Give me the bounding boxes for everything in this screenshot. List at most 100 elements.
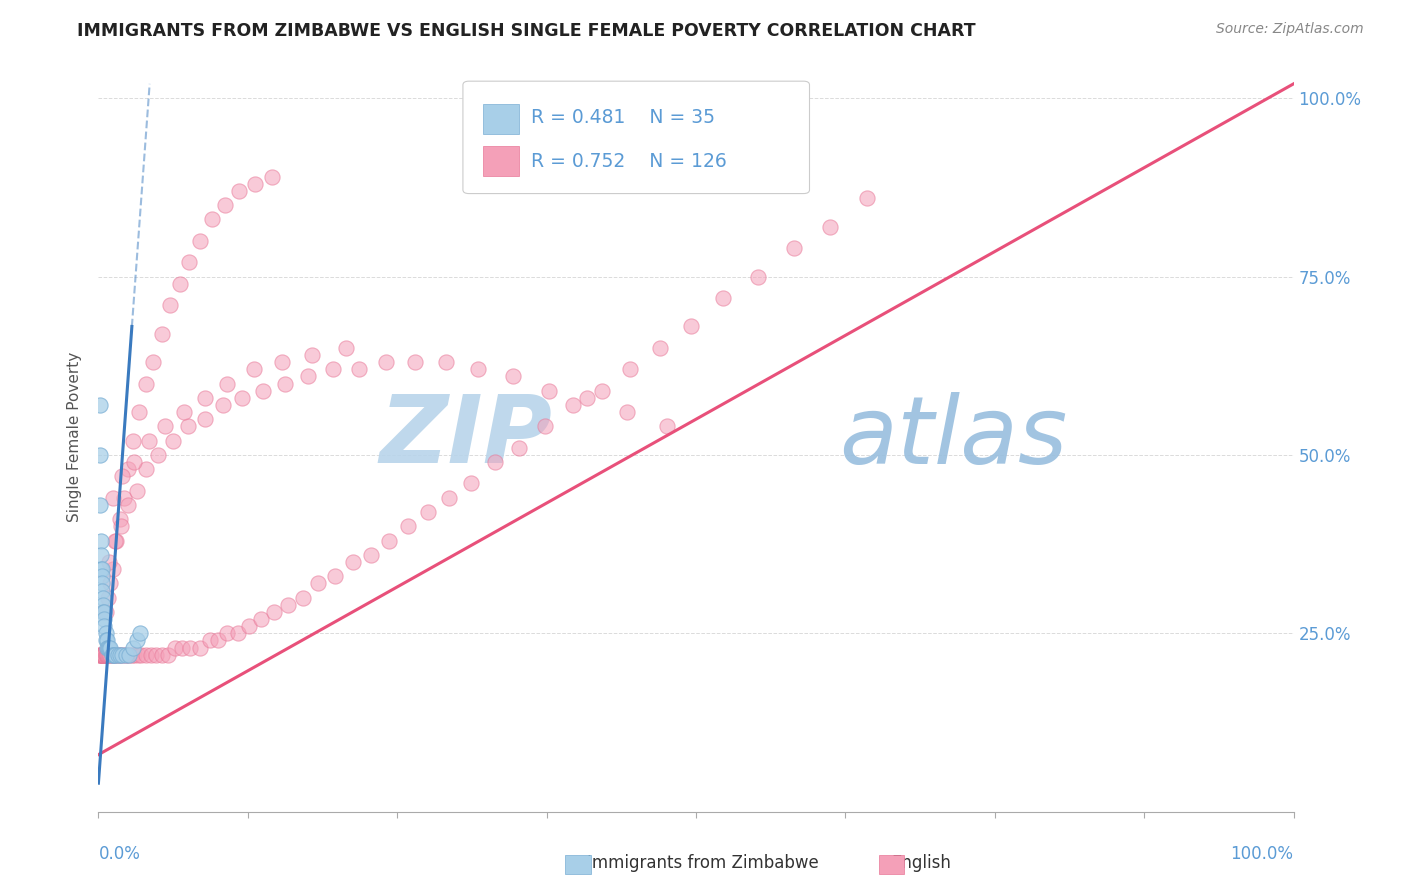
Point <box>418 505 440 519</box>
Point <box>121 648 143 662</box>
Point <box>142 355 165 369</box>
Point <box>194 391 217 405</box>
Point <box>228 184 250 198</box>
Point <box>105 648 128 662</box>
Point <box>322 362 344 376</box>
Point <box>98 576 122 591</box>
Point <box>111 469 134 483</box>
Point <box>347 362 370 376</box>
Point <box>502 369 524 384</box>
Point <box>89 648 111 662</box>
Point <box>783 241 806 255</box>
Point <box>91 569 114 583</box>
Point <box>93 648 115 662</box>
Point <box>169 277 191 291</box>
Point <box>91 583 114 598</box>
Point <box>484 455 506 469</box>
Point <box>104 648 127 662</box>
Point <box>90 562 112 576</box>
Point <box>96 648 118 662</box>
Point <box>250 612 273 626</box>
Point <box>277 598 299 612</box>
Point <box>97 640 120 655</box>
Point <box>360 548 382 562</box>
Point <box>91 648 114 662</box>
Point <box>101 648 124 662</box>
Point <box>291 591 314 605</box>
Text: Source: ZipAtlas.com: Source: ZipAtlas.com <box>1216 22 1364 37</box>
Point <box>101 562 124 576</box>
Point <box>129 626 152 640</box>
Point <box>263 605 285 619</box>
Point <box>434 355 457 369</box>
Point <box>194 412 217 426</box>
Point <box>91 648 114 662</box>
Point <box>89 498 111 512</box>
Point <box>467 362 489 376</box>
Point <box>91 576 114 591</box>
Point <box>297 369 319 384</box>
Point <box>97 591 120 605</box>
Point <box>138 434 160 448</box>
Point <box>94 626 117 640</box>
Point <box>648 341 672 355</box>
Point <box>107 648 129 662</box>
Point <box>323 569 346 583</box>
Point <box>91 648 114 662</box>
Point <box>115 648 138 662</box>
Text: IMMIGRANTS FROM ZIMBABWE VS ENGLISH SINGLE FEMALE POVERTY CORRELATION CHART: IMMIGRANTS FROM ZIMBABWE VS ENGLISH SING… <box>77 22 976 40</box>
Point <box>207 633 229 648</box>
Point <box>127 648 149 662</box>
Point <box>537 384 560 398</box>
Point <box>111 648 134 662</box>
Point <box>96 640 118 655</box>
Point <box>94 648 117 662</box>
Point <box>271 355 294 369</box>
Point <box>128 405 150 419</box>
Point <box>307 576 329 591</box>
Point <box>135 648 157 662</box>
Point <box>94 605 117 619</box>
Point <box>100 648 122 662</box>
Point <box>91 598 114 612</box>
Point <box>124 648 146 662</box>
Point <box>91 562 114 576</box>
Point <box>561 398 583 412</box>
Point <box>188 234 211 248</box>
Point <box>156 648 179 662</box>
Point <box>96 633 118 648</box>
Point <box>122 640 145 655</box>
Point <box>98 640 122 655</box>
FancyBboxPatch shape <box>463 81 810 194</box>
Point <box>159 298 181 312</box>
Text: 100.0%: 100.0% <box>1230 846 1294 863</box>
Point <box>217 376 239 391</box>
Point <box>188 640 211 655</box>
Point <box>89 398 111 412</box>
Point <box>375 355 398 369</box>
Point <box>179 255 201 269</box>
Point <box>90 648 112 662</box>
Point <box>91 605 114 619</box>
Point <box>110 519 132 533</box>
Point <box>89 648 111 662</box>
Point <box>94 648 117 662</box>
Point <box>856 191 879 205</box>
Point <box>104 533 127 548</box>
Point <box>173 405 195 419</box>
Point <box>131 648 153 662</box>
Point <box>139 648 162 662</box>
Point <box>201 212 224 227</box>
Point <box>148 448 170 462</box>
Point <box>818 219 841 234</box>
Point <box>105 533 128 548</box>
Point <box>89 648 111 662</box>
Point <box>112 491 135 505</box>
Point <box>93 619 115 633</box>
Point <box>198 633 221 648</box>
Point <box>396 519 419 533</box>
Point <box>103 648 125 662</box>
Text: Immigrants from Zimbabwe: Immigrants from Zimbabwe <box>588 855 818 872</box>
FancyBboxPatch shape <box>484 146 519 177</box>
Point <box>91 648 114 662</box>
